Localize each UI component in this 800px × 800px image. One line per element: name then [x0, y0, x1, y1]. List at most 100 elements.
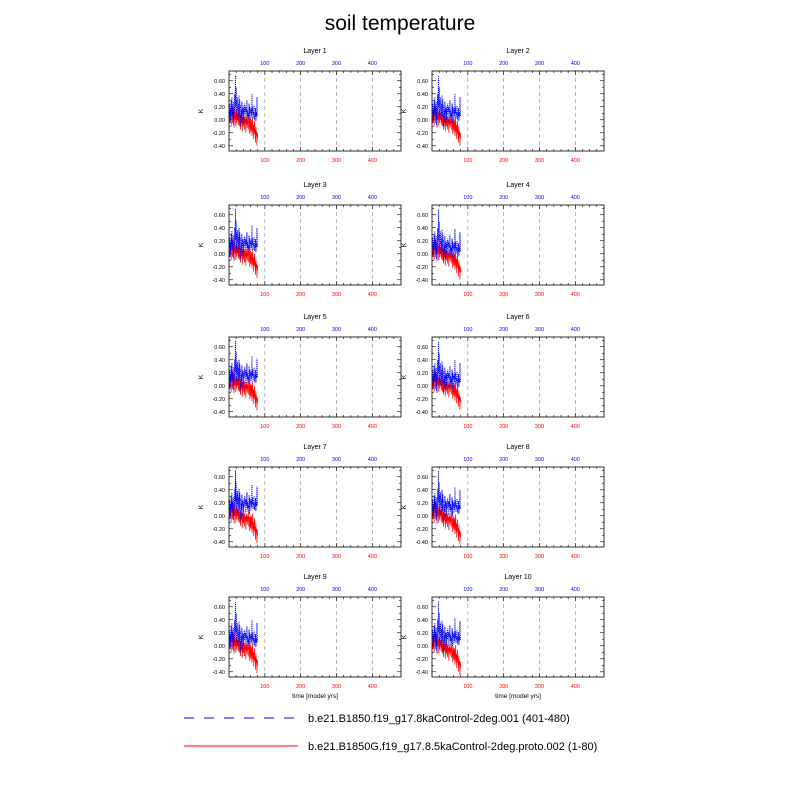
panel-frame: [228, 336, 402, 418]
x-tick-label-top: 200: [296, 61, 305, 67]
y-tick-label: -0.40: [212, 670, 225, 676]
series-line-red: [432, 103, 462, 146]
x-tick-label-bottom: 200: [499, 158, 508, 164]
series-line-red: [229, 499, 259, 544]
x-tick-label-top: 100: [463, 327, 472, 333]
x-tick-label-top: 300: [535, 61, 544, 67]
x-tick-label-top: 200: [296, 587, 305, 593]
x-tick-label-top: 400: [571, 195, 580, 201]
x-tick-label-top: 300: [332, 61, 341, 67]
series-line-blue: [228, 340, 259, 391]
x-tick-label-top: 300: [535, 327, 544, 333]
x-tick-label-top: 300: [332, 195, 341, 201]
x-tick-label-bottom: 400: [571, 424, 580, 430]
x-tick-label-bottom: 200: [499, 554, 508, 560]
x-tick-label-top: 400: [571, 587, 580, 593]
x-tick-label-bottom: 400: [571, 158, 580, 164]
panel-8: Layer 8 -0.40 -0.20 0.00 0.20 0.40 0.60 K 100 100…: [401, 444, 605, 560]
y-tick-label: -0.20: [415, 657, 428, 663]
x-tick-label-bottom: 100: [463, 292, 472, 298]
series-line-blue: [431, 75, 462, 127]
y-axis-label: K: [401, 242, 408, 247]
y-tick-label: -0.40: [415, 410, 428, 416]
panel-title: Layer 5: [303, 314, 326, 321]
y-tick-label: 0.20: [417, 105, 428, 111]
y-tick-label: 0.00: [417, 514, 428, 520]
y-tick-label: -0.20: [212, 265, 225, 271]
x-tick-label-bottom: 100: [260, 424, 269, 430]
x-tick-label-bottom: 300: [535, 292, 544, 298]
y-tick-label: -0.40: [415, 670, 428, 676]
series-line-blue: [431, 341, 462, 393]
y-axis-label: K: [401, 108, 408, 113]
x-tick-label-top: 100: [463, 195, 472, 201]
x-tick-label-bottom: 300: [332, 292, 341, 298]
x-tick-label-bottom: 400: [368, 424, 377, 430]
x-tick-label-top: 400: [368, 327, 377, 333]
legend: b.e21.B1850.f19_g17.8kaControl-2deg.001 …: [184, 713, 597, 753]
figure-title: soil temperature: [325, 12, 476, 35]
y-tick-label: 0.00: [214, 514, 225, 520]
x-tick-label-bottom: 200: [296, 424, 305, 430]
y-tick-label: 0.40: [417, 226, 428, 232]
y-tick-label: -0.20: [212, 527, 225, 533]
y-tick-label: -0.40: [415, 278, 428, 284]
panel-5: Layer 5 -0.40 -0.20 0.00 0.20 0.40 0.60 K 100 100…: [198, 314, 402, 430]
panel-6: Layer 6 -0.40 -0.20 0.00 0.20 0.40 0.60 K 100 100…: [401, 314, 605, 430]
panel-frame: [228, 596, 402, 678]
y-axis-label: K: [198, 504, 205, 509]
y-tick-label: -0.40: [212, 410, 225, 416]
x-tick-label-bottom: 300: [535, 684, 544, 690]
y-tick-label: 0.60: [417, 605, 428, 611]
x-tick-label-bottom: 300: [332, 554, 341, 560]
y-tick-label: -0.20: [212, 657, 225, 663]
x-tick-label-top: 200: [499, 327, 508, 333]
x-tick-label-bottom: 200: [296, 684, 305, 690]
x-tick-label-bottom: 100: [463, 424, 472, 430]
y-tick-label: 0.00: [417, 252, 428, 258]
x-tick-label-top: 400: [368, 587, 377, 593]
x-tick-label-top: 200: [499, 457, 508, 463]
x-tick-label-bottom: 100: [463, 158, 472, 164]
x-tick-label-bottom: 100: [260, 292, 269, 298]
y-tick-label: 0.40: [417, 92, 428, 98]
series-line-red: [229, 237, 259, 278]
y-axis-label: K: [198, 374, 205, 379]
x-tick-label-bottom: 300: [332, 158, 341, 164]
y-tick-label: 0.60: [214, 475, 225, 481]
y-axis-label: K: [401, 504, 408, 509]
y-tick-label: 0.20: [417, 501, 428, 507]
x-tick-label-top: 200: [296, 457, 305, 463]
y-tick-label: -0.20: [415, 265, 428, 271]
x-tick-label-top: 400: [571, 327, 580, 333]
x-tick-label-bottom: 400: [368, 158, 377, 164]
x-tick-label-top: 200: [499, 61, 508, 67]
x-tick-label-bottom: 200: [499, 424, 508, 430]
y-tick-label: 0.00: [417, 118, 428, 124]
y-axis-label: K: [198, 108, 205, 113]
y-tick-label: -0.20: [415, 131, 428, 137]
y-tick-label: -0.20: [212, 131, 225, 137]
x-tick-label-bottom: 200: [499, 292, 508, 298]
y-tick-label: 0.20: [214, 239, 225, 245]
x-tick-label-top: 300: [332, 327, 341, 333]
y-tick-label: 0.40: [214, 488, 225, 494]
x-tick-label-top: 300: [535, 587, 544, 593]
y-tick-label: -0.40: [415, 540, 428, 546]
legend-label: b.e21.B1850.f19_g17.8kaControl-2deg.001 …: [308, 713, 570, 725]
y-tick-label: -0.20: [212, 397, 225, 403]
y-tick-label: 0.60: [214, 213, 225, 219]
y-tick-label: 0.60: [417, 345, 428, 351]
y-tick-label: 0.60: [214, 605, 225, 611]
panel-frame: [431, 596, 605, 678]
y-tick-label: 0.60: [214, 79, 225, 85]
y-axis-label: K: [401, 374, 408, 379]
panel-4: Layer 4 -0.40 -0.20 0.00 0.20 0.40 0.60 K 100 100…: [401, 182, 605, 298]
y-tick-label: 0.20: [214, 501, 225, 507]
panel-frame: [228, 70, 402, 152]
y-tick-label: 0.40: [214, 358, 225, 364]
panel-frame: [228, 204, 402, 286]
panel-frame: [431, 204, 605, 286]
x-tick-label-bottom: 300: [332, 684, 341, 690]
